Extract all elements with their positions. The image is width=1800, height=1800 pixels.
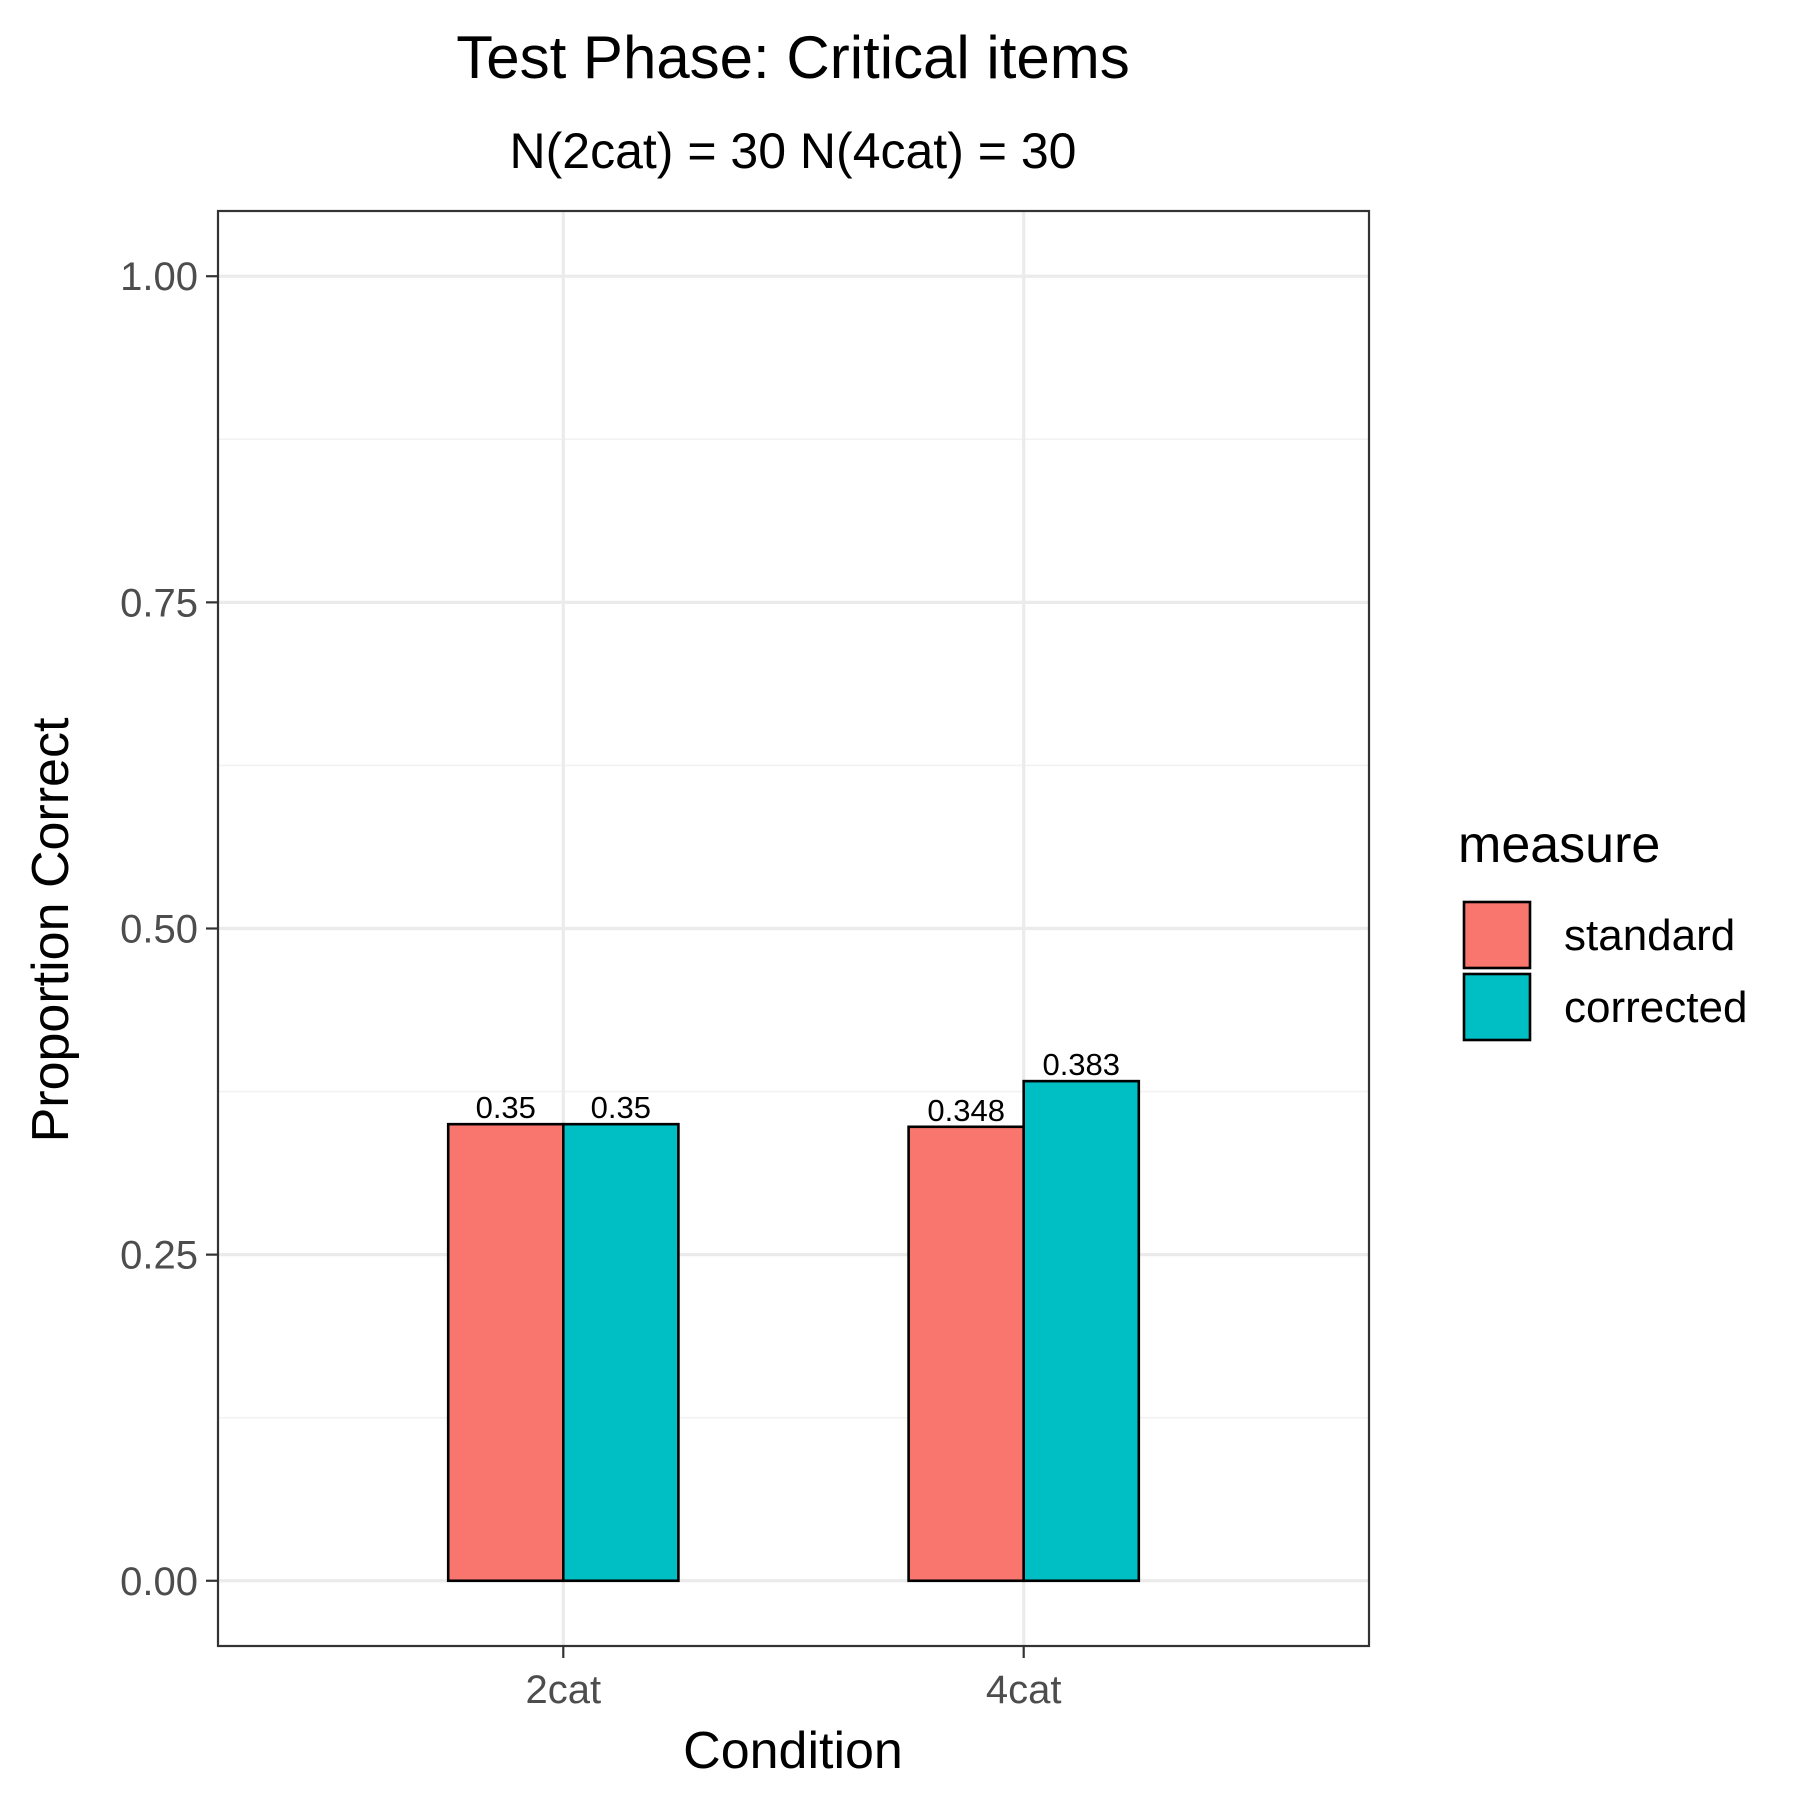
legend-key-standard [1462, 900, 1532, 970]
bar-corrected-4cat [1022, 1079, 1141, 1583]
axes: 0.00 0.25 0.50 0.75 1.00 2cat 4cat [120, 255, 1061, 1712]
bar-standard-4cat [907, 1125, 1025, 1583]
legend: measure standard corrected [1458, 816, 1747, 1042]
bar-standard-2cat [446, 1122, 565, 1583]
data-labels: 0.35 0.348 0.35 0.383 [476, 1047, 1120, 1128]
grid-lines [218, 211, 1369, 1646]
y-tick-label: 1.00 [120, 255, 198, 299]
legend-label-standard: standard [1564, 911, 1735, 960]
y-tick-label: 0.00 [120, 1560, 198, 1604]
legend-key-corrected [1462, 972, 1532, 1042]
data-label-standard-2cat: 0.35 [476, 1090, 536, 1125]
x-tick-label: 4cat [986, 1668, 1062, 1712]
legend-label-corrected: corrected [1564, 983, 1747, 1032]
y-axis-title: Proportion Correct [22, 717, 80, 1142]
x-axis-title: Condition [683, 1722, 903, 1780]
legend-title: measure [1458, 816, 1660, 874]
data-label-standard-4cat: 0.348 [927, 1093, 1005, 1128]
y-tick-label: 0.50 [120, 908, 198, 952]
chart-title: Test Phase: Critical items [456, 24, 1130, 91]
data-label-corrected-2cat: 0.35 [591, 1090, 651, 1125]
x-tick-label: 2cat [525, 1668, 601, 1712]
bars [446, 1079, 1141, 1583]
y-tick-label: 0.25 [120, 1234, 198, 1278]
bar-corrected-2cat [561, 1122, 680, 1583]
data-label-corrected-4cat: 0.383 [1042, 1047, 1120, 1082]
chart-subtitle: N(2cat) = 30 N(4cat) = 30 [510, 123, 1077, 179]
y-tick-label: 0.75 [120, 581, 198, 625]
